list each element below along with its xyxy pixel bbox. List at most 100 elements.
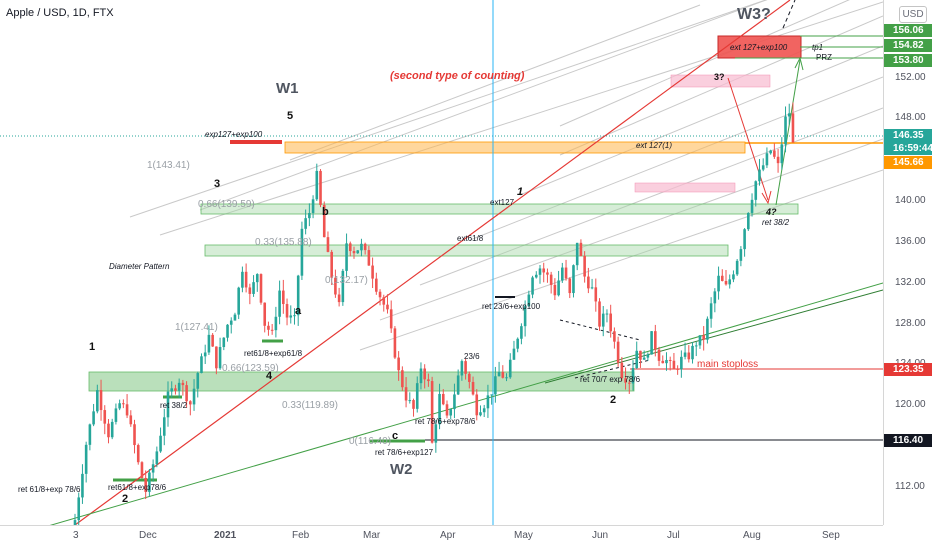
candle	[780, 137, 784, 170]
candle	[226, 324, 229, 342]
badge-156: 156.06	[884, 24, 932, 37]
badge-current: 146.35	[884, 129, 932, 142]
candle	[676, 365, 679, 375]
chart-area[interactable]: (second type of counting) W1 W2 W3? 5 3 …	[0, 0, 883, 525]
badge-116: 116.40	[884, 434, 932, 447]
badge-145: 145.66	[884, 156, 932, 169]
xtick-sep: Sep	[822, 530, 840, 541]
ret-23-6-exp100-label: ret 23/6+exp100	[482, 302, 541, 311]
candle	[73, 513, 77, 525]
fib-135-label: 0.33(135.88)	[255, 237, 312, 248]
candle	[508, 353, 512, 379]
candle	[438, 383, 441, 430]
badge-stoploss: 123.35	[884, 363, 932, 376]
candle	[713, 288, 717, 313]
price-chart[interactable]	[0, 0, 883, 525]
time-axis[interactable]	[0, 525, 883, 551]
green-zone-middle[interactable]	[204, 244, 729, 257]
xtick-jun: Jun	[592, 530, 609, 541]
ytick-136: 136.00	[895, 236, 926, 247]
candle	[520, 323, 523, 345]
ytick-112: 112.00	[895, 481, 925, 492]
candle	[88, 423, 92, 451]
b-label-1: b	[322, 206, 329, 218]
dashed-trend-line	[559, 319, 641, 341]
badge-countdown: 16:59:44	[884, 142, 932, 155]
wave-1-label: 1	[89, 341, 96, 353]
ret618-exp618-label: ret61/8+exp61/8	[244, 349, 303, 358]
candle	[613, 327, 616, 349]
candle	[419, 362, 423, 390]
candle	[490, 394, 493, 405]
orange-ext-zone[interactable]	[284, 141, 746, 154]
candle	[282, 279, 285, 314]
candle	[151, 459, 155, 482]
xtick-2021: 2021	[214, 530, 237, 541]
candle	[683, 342, 687, 360]
candle	[233, 312, 237, 321]
candle	[237, 286, 240, 320]
candle	[680, 350, 683, 378]
candle	[81, 464, 84, 504]
candle	[654, 324, 657, 357]
candle	[304, 209, 307, 235]
candle	[743, 228, 746, 257]
candle	[196, 371, 200, 398]
candle	[557, 270, 560, 297]
candle	[259, 273, 263, 305]
candle	[99, 379, 103, 421]
candle	[345, 233, 348, 278]
symbol-title[interactable]: Apple / USD, 1D, FTX	[6, 7, 114, 19]
ext61-8-label: ext61/8	[457, 234, 484, 243]
badge-154: 154.82	[884, 39, 932, 52]
candle	[445, 400, 449, 419]
candle	[750, 193, 754, 217]
candle	[352, 246, 356, 259]
candle	[441, 389, 445, 406]
w3-label: W3?	[737, 6, 771, 23]
candle	[605, 309, 609, 323]
candle	[222, 337, 226, 351]
candle	[401, 366, 404, 391]
candle	[252, 275, 255, 297]
candle	[77, 492, 81, 525]
candle	[248, 283, 252, 305]
xtick-feb: Feb	[292, 530, 310, 541]
candle	[717, 266, 720, 300]
candle	[341, 268, 345, 306]
candle	[129, 410, 133, 427]
fib-119-label: 0.33(119.89)	[282, 400, 338, 411]
ytick-120: 120.00	[895, 399, 926, 410]
candle	[162, 408, 166, 446]
tp1-label: tp1	[812, 43, 824, 52]
wave-4q-label: 4?	[766, 207, 777, 217]
fib-127-label: 1(127.41)	[175, 322, 218, 333]
ext127-1-label: ext 127(1)	[636, 141, 673, 150]
pink-zone-top[interactable]	[670, 74, 771, 88]
candle	[732, 270, 735, 283]
candle	[665, 352, 668, 371]
candle	[549, 271, 553, 294]
candle	[386, 294, 389, 314]
candle	[627, 380, 631, 394]
wave-2-low-label: 2	[610, 394, 617, 406]
candle	[397, 351, 400, 381]
red-trend-line	[74, 0, 791, 525]
candle	[616, 336, 620, 367]
candle	[122, 399, 125, 409]
candle	[203, 344, 207, 365]
currency-button[interactable]: USD	[899, 6, 927, 23]
candle	[170, 381, 174, 398]
candle	[404, 377, 408, 408]
fib-116-label: 0(116.40)	[349, 436, 392, 447]
candle	[471, 376, 475, 396]
candle	[475, 389, 479, 421]
candle	[646, 352, 650, 361]
prz-label: PRZ	[816, 53, 832, 62]
wave-3-label: 3	[214, 178, 221, 190]
candle	[694, 341, 698, 357]
pink-zone-mid[interactable]	[634, 182, 736, 193]
candle	[769, 149, 772, 155]
candle	[668, 356, 672, 371]
candle	[326, 231, 330, 253]
